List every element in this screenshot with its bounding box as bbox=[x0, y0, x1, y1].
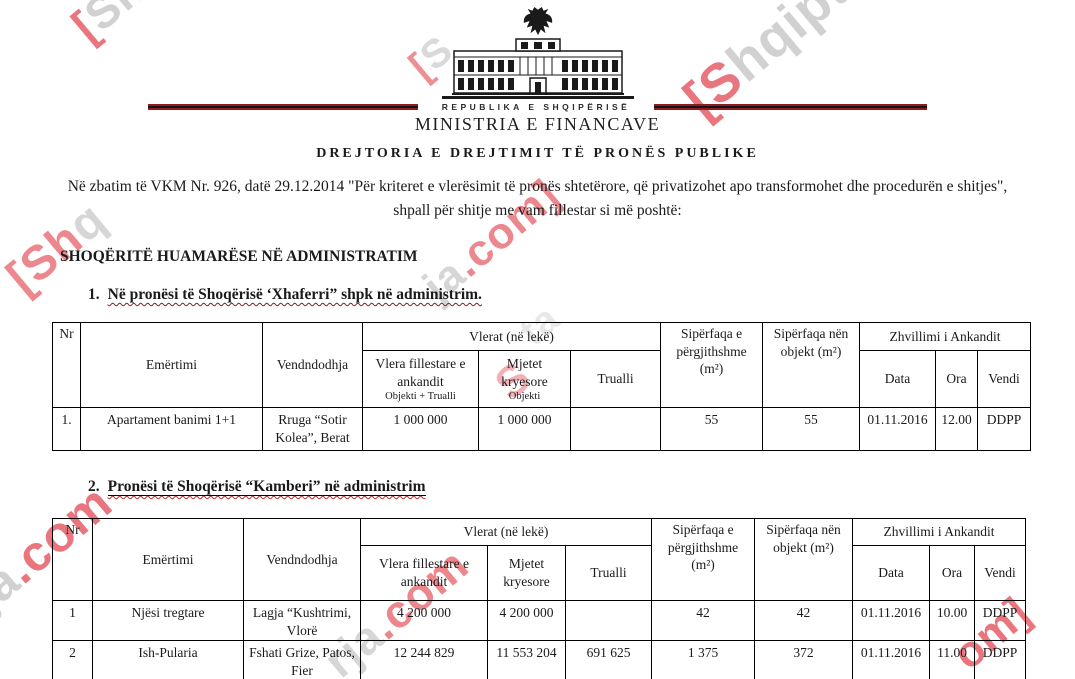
cell-emertimi: Apartament banimi 1+1 bbox=[80, 407, 263, 452]
list-item-text: Pronësi të Shoqërisë “Kamberi” në admini… bbox=[107, 478, 426, 497]
cell-ora: 12.00 bbox=[935, 407, 979, 452]
cell-trualli bbox=[564, 600, 653, 642]
cell-nr: 1 bbox=[52, 600, 93, 642]
table-header-row: Nr Emërtimi Vendndodhja Vlerat (në lekë)… bbox=[52, 518, 1027, 602]
cell-ora: 11.00 bbox=[929, 640, 976, 679]
cell-nr: 1. bbox=[52, 407, 81, 452]
cell-vlera-fillestare: 12 244 829 bbox=[360, 640, 488, 679]
cell-ora: 10.00 bbox=[929, 600, 976, 642]
cell-siperfaqa-pergjithshme: 55 bbox=[660, 407, 764, 452]
col-header-mjetet-label: Mjetet kryesore bbox=[501, 356, 548, 389]
cell-data: 01.11.2016 bbox=[852, 600, 931, 642]
table-subheader-row: Vlera fillestare e ankandit Mjetet kryes… bbox=[53, 545, 1027, 602]
table-subheader-row: Vlera fillestare e ankandit Objekti + Tr… bbox=[53, 350, 1032, 409]
table-row: 1. Apartament banimi 1+1 Rruga “Sotir Ko… bbox=[52, 407, 1032, 452]
double-headed-eagle-icon bbox=[523, 6, 552, 36]
col-header-mjetet-note: Objekti bbox=[508, 390, 541, 402]
col-header-vendndodhja: Vendndodhja bbox=[243, 518, 361, 602]
cell-siperfaqa-objekt: 55 bbox=[762, 407, 861, 452]
cell-vendi: DDPP bbox=[977, 407, 1032, 452]
decorative-bar-left bbox=[147, 104, 418, 110]
col-header-vlerat: Vlerat (në lekë) bbox=[361, 322, 662, 352]
list-item-1: 1. Në pronësi të Shoqërisë ‘Xhaferri” shp… bbox=[88, 286, 1075, 304]
cell-trualli bbox=[569, 407, 662, 452]
ministry-building-illustration bbox=[441, 38, 634, 99]
col-header-emertimi: Emërtimi bbox=[92, 518, 244, 602]
cell-emertimi: Ish-Pularia bbox=[92, 640, 244, 679]
cell-vendi: DDPP bbox=[974, 600, 1027, 642]
letterhead-rule: REPUBLIKA E SHQIPËRISË bbox=[0, 102, 1075, 112]
cell-nr: 2 bbox=[52, 640, 93, 679]
directorate-title: DREJTORIA E DREJTIMIT TË PRONËS PUBLIKE bbox=[316, 146, 759, 161]
ministry-letterhead: REPUBLIKA E SHQIPËRISË MINISTRIA E FINAN… bbox=[0, 0, 1075, 135]
cell-vlera-fillestare: 4 200 000 bbox=[360, 600, 488, 642]
cell-vendi: DDPP bbox=[974, 640, 1027, 679]
list-item-2: 2. Pronësi të Shoqërisë “Kamberi” në admi… bbox=[88, 478, 1075, 497]
cell-trualli: 691 625 bbox=[564, 640, 653, 679]
col-header-ora: Ora bbox=[929, 545, 976, 602]
auction-table-kamberi: Nr Emërtimi Vendndodhja Vlerat (në lekë)… bbox=[52, 518, 1027, 679]
col-header-vlera-fillestare-label: Vlera fillestare e ankandit bbox=[375, 356, 466, 389]
col-header-trualli: Trualli bbox=[569, 350, 662, 409]
cell-siperfaqa-objekt: 372 bbox=[754, 640, 854, 679]
col-header-ora: Ora bbox=[935, 350, 979, 409]
cell-emertimi: Njësi tregtare bbox=[92, 600, 244, 642]
col-header-vlera-fillestare: Vlera fillestare e ankandit bbox=[360, 545, 488, 602]
cell-data: 01.11.2016 bbox=[859, 407, 937, 452]
national-emblem bbox=[0, 6, 1075, 101]
table-header-row: Nr Emërtimi Vendndodhja Vlerat (në lekë)… bbox=[52, 322, 1032, 409]
republic-label: REPUBLIKA E SHQIPËRISË bbox=[441, 102, 631, 112]
list-item-number: 2. bbox=[88, 478, 100, 496]
col-header-trualli: Trualli bbox=[564, 545, 653, 602]
cell-vendndodhja: Lagja “Kushtrimi, Vlorë bbox=[243, 600, 361, 642]
col-header-vlera-fillestare: Vlera fillestare e ankandit Objekti + Tr… bbox=[362, 350, 479, 409]
col-header-data: Data bbox=[859, 350, 937, 409]
cell-vlera-fillestare: 1 000 000 bbox=[362, 407, 479, 452]
cell-vendndodhja: Rruga “Sotir Kolea”, Berat bbox=[262, 407, 363, 452]
col-header-siperfaqa-pergjithshme: Sipërfaqa e përgjithshme (m²) bbox=[651, 518, 756, 602]
cell-mjetet: 1 000 000 bbox=[478, 407, 571, 452]
col-header-zhvillimi: Zhvillimi i Ankandit bbox=[852, 518, 1027, 547]
col-header-vlera-fillestare-note: Objekti + Trualli bbox=[385, 390, 456, 402]
col-header-siperfaqa-pergjithshme: Sipërfaqa e përgjithshme (m²) bbox=[660, 322, 764, 409]
col-header-emertimi: Emërtimi bbox=[80, 322, 263, 409]
table-row: 1 Njësi tregtare Lagja “Kushtrimi, Vlorë… bbox=[52, 600, 1027, 642]
col-header-siperfaqa-objekt: Sipërfaqa nën objekt (m²) bbox=[754, 518, 854, 602]
cell-siperfaqa-pergjithshme: 1 375 bbox=[651, 640, 756, 679]
col-header-vendi: Vendi bbox=[977, 350, 1032, 409]
decorative-bar-right bbox=[654, 104, 928, 110]
col-header-vendi: Vendi bbox=[974, 545, 1027, 602]
cell-siperfaqa-pergjithshme: 42 bbox=[651, 600, 756, 642]
col-header-nr: Nr bbox=[52, 322, 81, 409]
col-header-vendndodhja: Vendndodhja bbox=[262, 322, 363, 409]
col-header-vlerat: Vlerat (në lekë) bbox=[359, 518, 653, 547]
ministry-name: MINISTRIA E FINANCAVE bbox=[414, 114, 661, 134]
intro-paragraph: Në zbatim të VKM Nr. 926, datë 29.12.201… bbox=[67, 178, 1008, 220]
list-item-number: 1. bbox=[88, 286, 100, 304]
list-item-text: Në pronësi të Shoqërisë ‘Xhaferri” shpk … bbox=[107, 286, 482, 304]
cell-siperfaqa-objekt: 42 bbox=[754, 600, 854, 642]
section-heading: SHOQËRITË HUAMARËSE NË ADMINISTRATIM bbox=[60, 248, 418, 266]
cell-mjetet: 11 553 204 bbox=[487, 640, 566, 679]
table-row: 2 Ish-Pularia Fshati Grize, Patos, Fier … bbox=[52, 640, 1027, 679]
cell-vendndodhja: Fshati Grize, Patos, Fier bbox=[243, 640, 361, 679]
col-header-nr: Nr bbox=[52, 518, 93, 602]
col-header-zhvillimi: Zhvillimi i Ankandit bbox=[859, 322, 1032, 352]
col-header-mjetet: Mjetet kryesore Objekti bbox=[478, 350, 571, 409]
col-header-mjetet: Mjetet kryesore bbox=[487, 545, 566, 602]
auction-table-xhaferri: Nr Emërtimi Vendndodhja Vlerat (në lekë)… bbox=[52, 322, 1032, 452]
col-header-siperfaqa-objekt: Sipërfaqa nën objekt (m²) bbox=[762, 322, 861, 409]
cell-data: 01.11.2016 bbox=[852, 640, 931, 679]
cell-mjetet: 4 200 000 bbox=[487, 600, 566, 642]
col-header-data: Data bbox=[852, 545, 931, 602]
